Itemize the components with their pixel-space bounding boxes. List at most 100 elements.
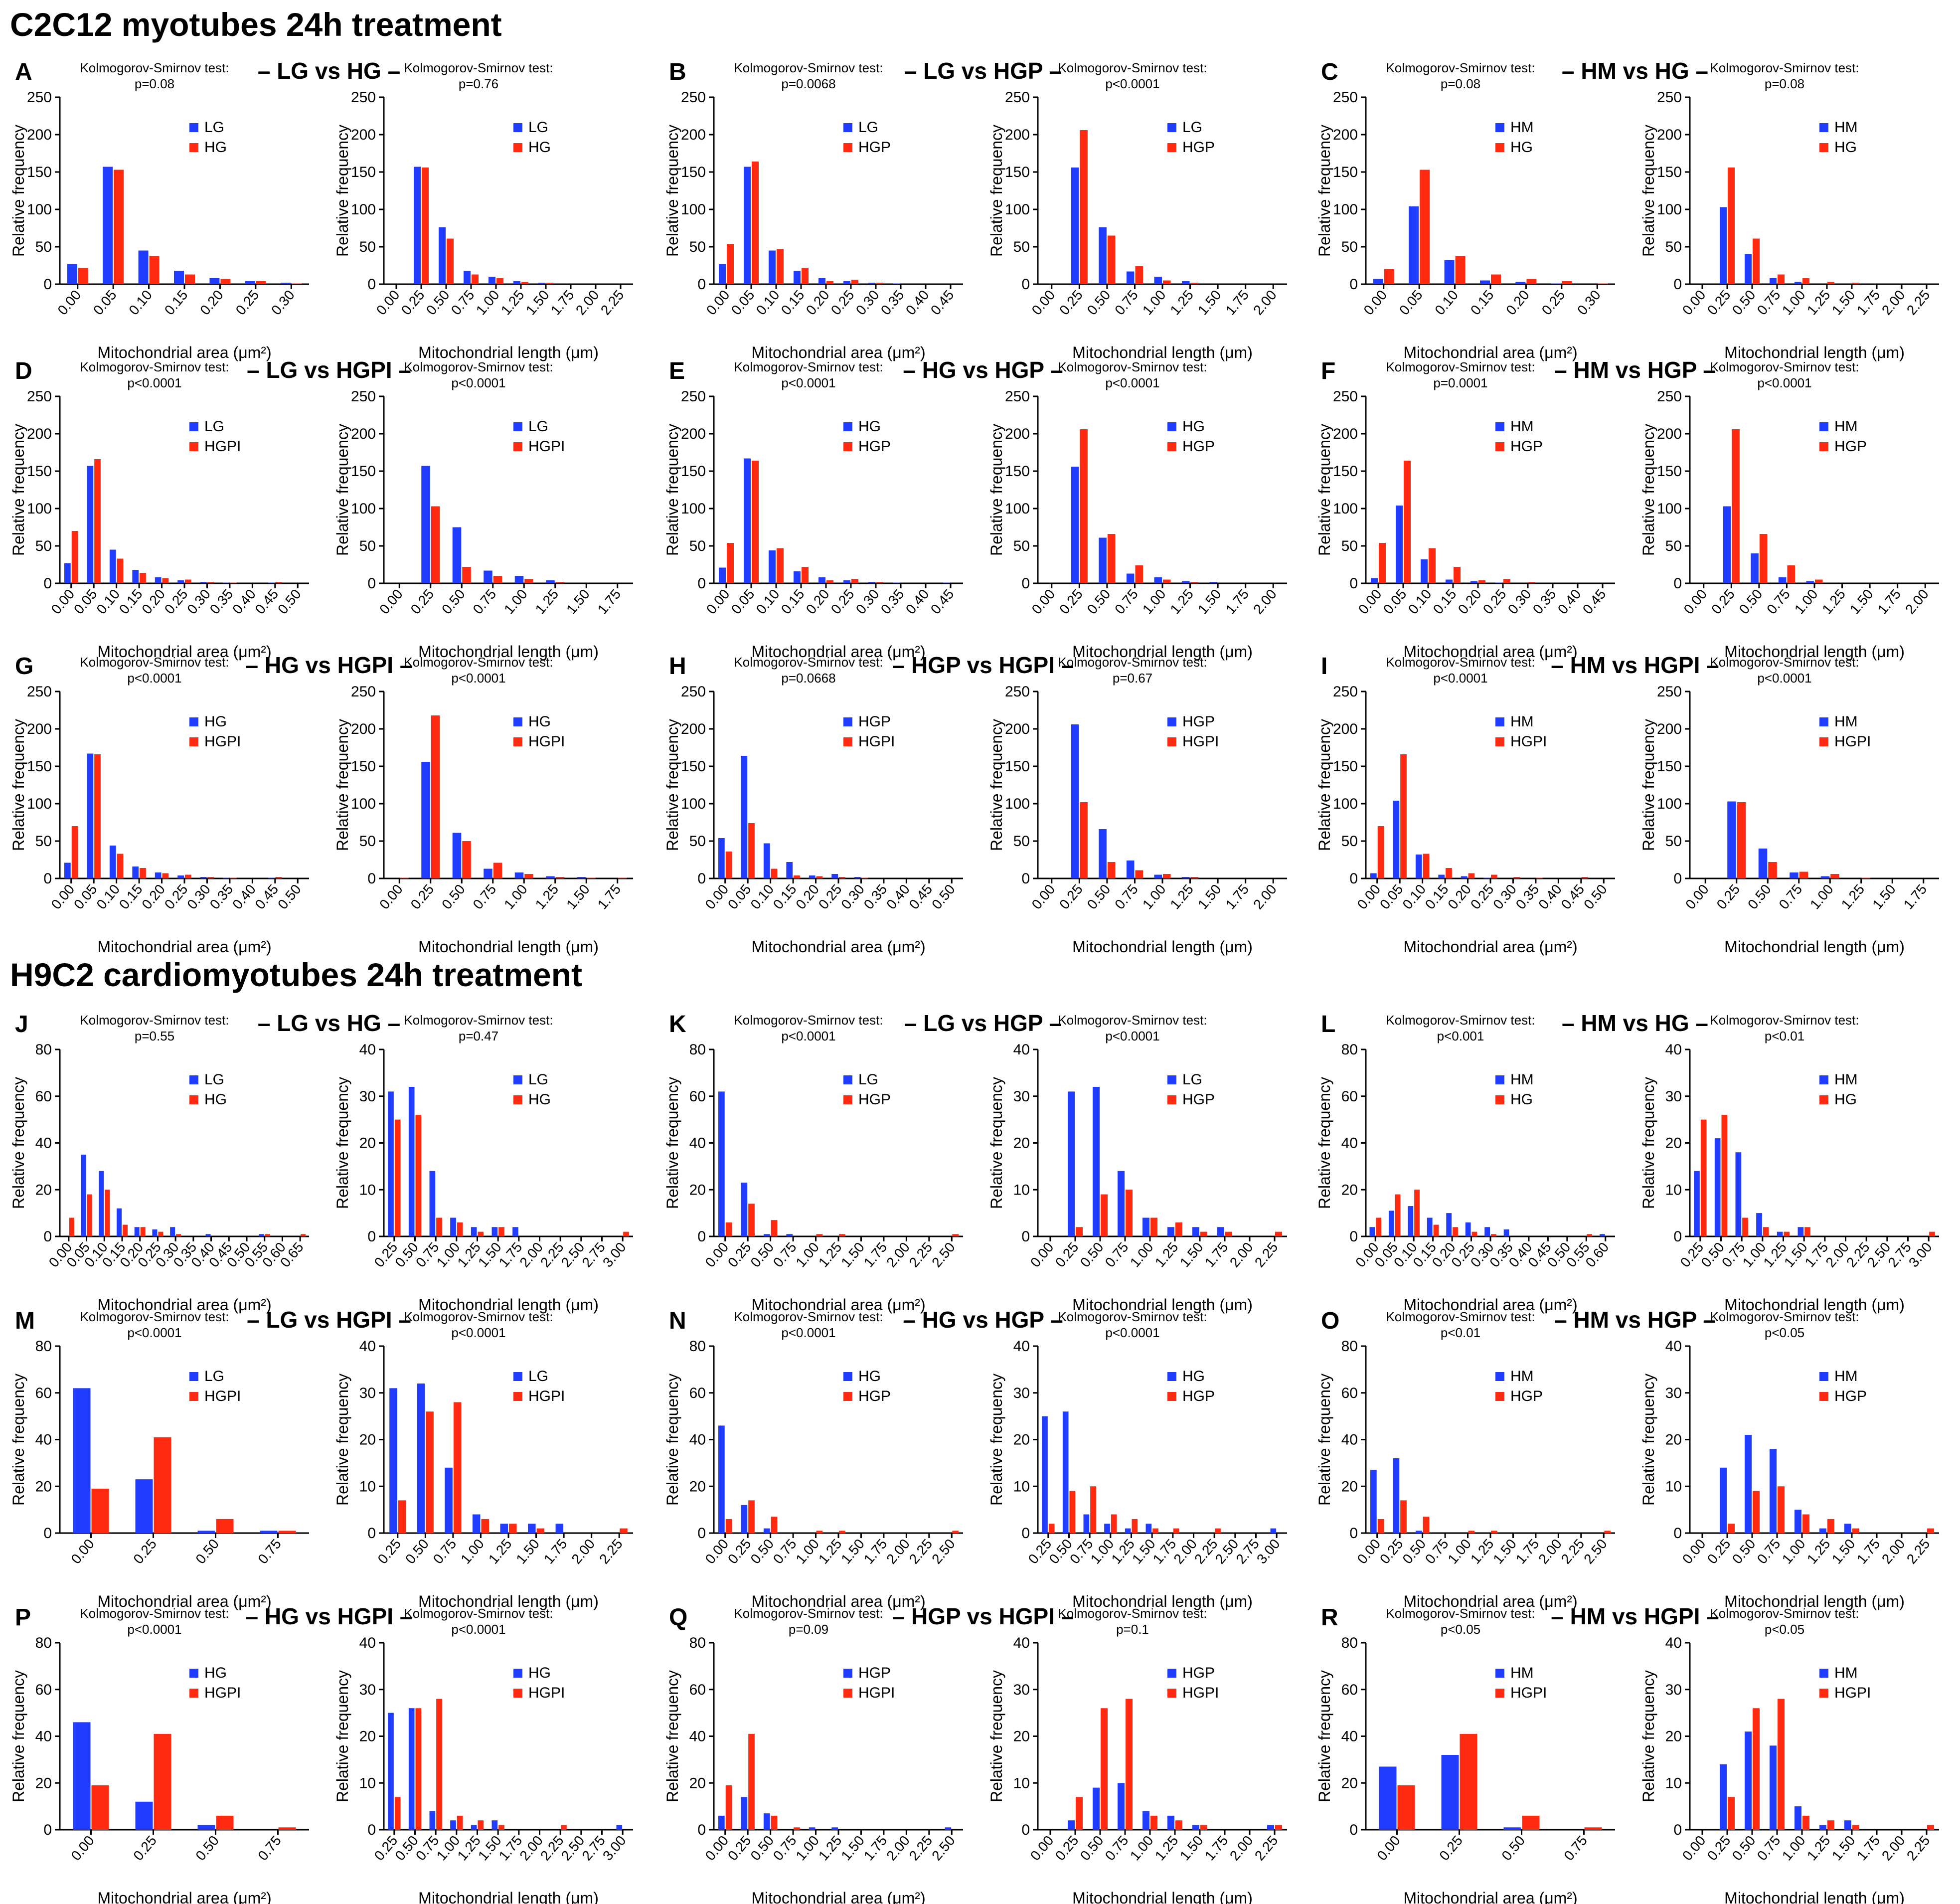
bar-hgp	[876, 582, 883, 583]
bar-hgpi	[1513, 877, 1520, 878]
legend-swatch-hm	[1495, 1075, 1504, 1084]
x-tick-label: 1.25	[1152, 1239, 1181, 1270]
x-tick-label: 0.10	[753, 287, 783, 318]
y-tick-label: 0	[697, 1525, 706, 1542]
legend-label: HGPI	[204, 1685, 241, 1701]
bar-hgp	[1111, 1514, 1117, 1533]
x-tick-label: 2.00	[1250, 586, 1280, 617]
ks-test-label: Kolmogorov-Smirnov test:	[1710, 1013, 1859, 1028]
x-tick-label: 0.25	[816, 881, 845, 912]
bar-hg	[429, 1811, 436, 1830]
legend-label: HGP	[858, 1665, 891, 1681]
bar-hm	[1756, 1213, 1762, 1236]
y-tick-label: 50	[359, 538, 376, 554]
bar-hgp	[1802, 1514, 1809, 1533]
x-tick-label: 0.40	[1555, 586, 1584, 617]
x-tick-label: 0.20	[139, 586, 168, 617]
bar-hgpi	[216, 1519, 234, 1533]
y-axis-label: Relative frequency	[333, 719, 351, 851]
x-axis-label: Mitochondrial length (μm)	[1724, 1592, 1905, 1610]
p-value: p=0.67	[1113, 671, 1152, 686]
bar-hg	[415, 1115, 422, 1236]
bar-hgp	[718, 1815, 725, 1830]
y-tick-label: 20	[1341, 1775, 1358, 1791]
y-tick-label: 250	[351, 684, 376, 700]
legend-swatch-lg	[1167, 123, 1176, 132]
length-histogram: Relative frequency 0 50 100 150 200 250 0.000.2…	[987, 359, 1287, 661]
length-histogram: Relative frequency 0 50 100 150 200 250 0.000.2…	[987, 60, 1287, 361]
p-value: p=0.08	[135, 76, 174, 91]
bar-hgp	[1778, 1486, 1785, 1533]
p-value: p<0.0001	[1757, 671, 1811, 686]
x-tick-label: 1.25	[1819, 586, 1848, 617]
bar-hm	[1806, 581, 1814, 583]
y-tick-label: 40	[689, 1135, 706, 1152]
bar-hg	[1455, 256, 1466, 284]
x-tick-label: 0.25	[828, 287, 857, 318]
length-histogram: Relative frequency0102030400.250.500.751…	[333, 1606, 633, 1904]
y-tick-label: 100	[1333, 796, 1358, 812]
legend-swatch-hm	[1495, 1669, 1504, 1678]
bar-hgp	[1154, 874, 1162, 878]
legend-label: HM	[1510, 1071, 1534, 1088]
x-tick-label: 0.50	[929, 881, 958, 912]
x-tick-label: 0.35	[1513, 881, 1542, 912]
p-value: p<0.05	[1441, 1622, 1480, 1637]
bar-hgpi	[1126, 1699, 1133, 1830]
bar-lg	[464, 271, 471, 284]
bar-hgp	[1107, 235, 1116, 284]
x-tick-label: 1.50	[1177, 1833, 1206, 1864]
x-tick-label: 0.50	[1729, 1833, 1759, 1864]
x-tick-label: 0.25	[1436, 1833, 1466, 1864]
x-tick-label: 0.00	[1354, 881, 1384, 912]
x-tick-label: 1.25	[1167, 287, 1196, 318]
x-tick-label: 0.25	[408, 586, 437, 617]
bar-hgp	[1225, 1231, 1232, 1236]
p-value: p=0.55	[135, 1029, 174, 1043]
x-tick-label: 0.25	[233, 287, 262, 318]
y-tick-label: 30	[1013, 1385, 1030, 1401]
x-tick-label: 1.50	[523, 287, 552, 318]
legend-label: HGPI	[528, 1388, 565, 1404]
y-axis-label: Relative frequency	[1639, 719, 1657, 851]
bar-hg	[450, 1820, 456, 1830]
x-tick-label: 1.25	[1152, 1833, 1181, 1864]
legend-label: HM	[1834, 1368, 1858, 1385]
bar-hgp	[1503, 579, 1510, 583]
y-tick-label: 20	[1665, 1729, 1682, 1745]
legend-swatch-hgpi	[513, 1689, 522, 1698]
bar-hg	[1852, 283, 1859, 284]
y-tick-label: 20	[1665, 1135, 1682, 1152]
x-tick-label: 2.25	[1904, 287, 1933, 318]
x-axis-label: Mitochondrial area (μm²)	[1403, 1296, 1577, 1314]
x-tick-label: 0.20	[1455, 586, 1484, 617]
x-tick-label: 0.15	[116, 881, 146, 912]
x-tick-label: 1.00	[501, 881, 530, 912]
x-axis-label: Mitochondrial area (μm²)	[751, 1889, 925, 1904]
y-tick-label: 60	[35, 1682, 52, 1698]
bar-hgpi	[1200, 1825, 1207, 1830]
y-axis-label: Relative frequency	[1639, 1670, 1657, 1802]
p-value: p<0.05	[1765, 1622, 1804, 1637]
legend-label: HGP	[1510, 1388, 1543, 1404]
x-tick-label: 0.75	[1112, 287, 1141, 318]
y-axis-label: Relative frequency	[1639, 424, 1657, 556]
y-tick-label: 0	[1673, 1228, 1682, 1245]
bar-hgpi	[1150, 1815, 1157, 1830]
ks-test-label: Kolmogorov-Smirnov test:	[1058, 1309, 1207, 1324]
y-tick-label: 0	[697, 870, 706, 887]
y-tick-label: 30	[359, 1088, 376, 1105]
bar-hg	[546, 283, 553, 284]
p-value: p<0.0001	[127, 1325, 181, 1340]
bar-hgp	[1759, 534, 1768, 583]
bar-hgp	[802, 567, 809, 583]
bar-hgpi	[185, 874, 191, 878]
x-tick-label: 1.50	[1829, 287, 1858, 318]
x-tick-label: 1.00	[473, 287, 502, 318]
x-tick-label: 0.10	[747, 881, 777, 912]
bar-hgp	[777, 548, 784, 583]
bar-hgp	[1167, 1815, 1174, 1830]
bar-hm	[1820, 876, 1830, 878]
bar-hgp	[1379, 543, 1386, 583]
ks-test-label: Kolmogorov-Smirnov test:	[1710, 1606, 1859, 1621]
